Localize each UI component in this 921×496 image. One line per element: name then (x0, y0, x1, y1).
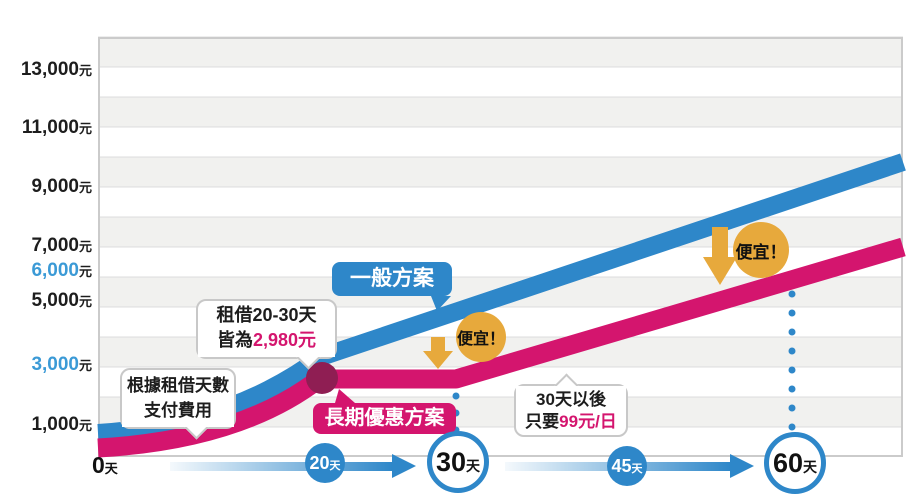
longterm-plan-badge: 長期優惠方案 (313, 389, 456, 434)
y-axis-label: 5,000元 (31, 290, 92, 311)
y-axis-label-highlight: 6,000元 (31, 260, 92, 281)
axis-arrow-head-icon (392, 454, 416, 478)
y-axis-label: 11,000元 (21, 117, 92, 138)
y-axis-label: 7,000元 (31, 235, 92, 256)
cheaper-callout: 便宜！ (733, 222, 789, 278)
y-axis-label-highlight: 3,000元 (31, 354, 92, 375)
cheaper-callout: 便宜！ (456, 312, 506, 362)
after-30-days-bubble: 30天以後 只要99元/日 (514, 373, 628, 437)
cheaper-down-arrow-icon (703, 227, 737, 285)
x-tick-60-days: 60天 (764, 432, 826, 494)
y-axis-label: 1,000元 (31, 414, 92, 435)
badge-pointer (431, 296, 451, 311)
x-tick-0-days: 0天 (92, 452, 118, 478)
flat-rate-junction-dot (306, 362, 338, 394)
flat-rate-bubble: 租借20-30天 皆為2,980元 (196, 299, 337, 370)
y-axis-label: 13,000元 (20, 59, 92, 80)
cheaper-down-arrow-icon (423, 337, 453, 369)
axis-arrow-head-icon (730, 454, 754, 478)
x-tick-20-days: 20天 (305, 443, 345, 483)
general-plan-badge: 一般方案 (332, 262, 452, 311)
badge-pointer (335, 389, 355, 403)
x-tick-30-days: 30天 (427, 431, 489, 493)
y-axis-label: 9,000元 (31, 176, 92, 197)
x-tick-45-days: 45天 (607, 446, 647, 486)
axis-arrow-shaft (170, 462, 392, 471)
pay-by-days-bubble: 根據租借天數 支付費用 (120, 368, 236, 440)
